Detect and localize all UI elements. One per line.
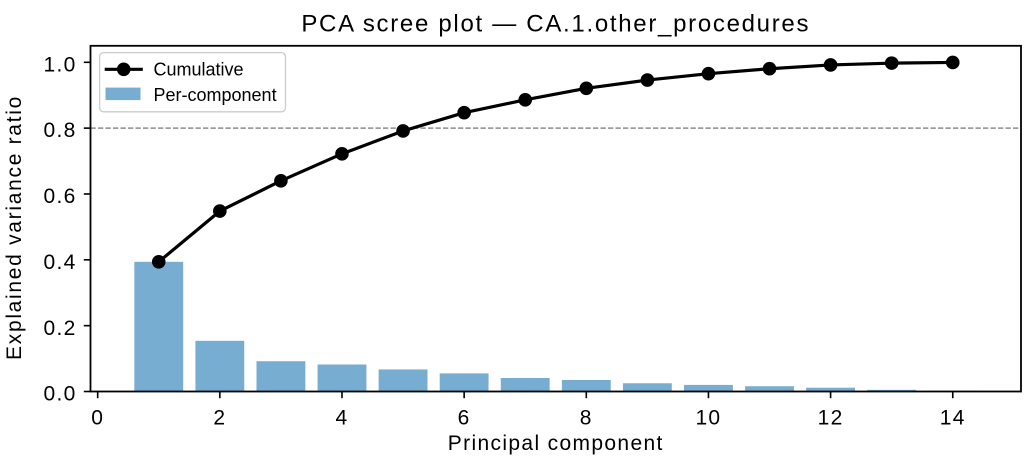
- svg-text:Cumulative: Cumulative: [154, 59, 244, 79]
- svg-text:10: 10: [695, 406, 721, 429]
- svg-text:PCA scree plot — CA.1.other_pr: PCA scree plot — CA.1.other_procedures: [301, 11, 810, 38]
- svg-text:12: 12: [818, 406, 844, 429]
- svg-text:0.2: 0.2: [44, 317, 77, 340]
- svg-text:14: 14: [940, 406, 966, 429]
- svg-text:0.8: 0.8: [44, 119, 77, 142]
- svg-text:1.0: 1.0: [44, 53, 77, 76]
- svg-text:6: 6: [458, 406, 471, 429]
- svg-text:4: 4: [335, 406, 348, 429]
- svg-text:0: 0: [91, 406, 104, 429]
- svg-text:8: 8: [580, 406, 593, 429]
- svg-text:0.0: 0.0: [44, 383, 77, 406]
- svg-text:Principal component: Principal component: [448, 432, 664, 455]
- svg-text:0.6: 0.6: [44, 185, 77, 208]
- svg-text:2: 2: [213, 406, 226, 429]
- svg-text:0.4: 0.4: [44, 251, 77, 274]
- svg-text:Explained variance ratio: Explained variance ratio: [3, 95, 26, 360]
- svg-text:Per-component: Per-component: [154, 85, 277, 105]
